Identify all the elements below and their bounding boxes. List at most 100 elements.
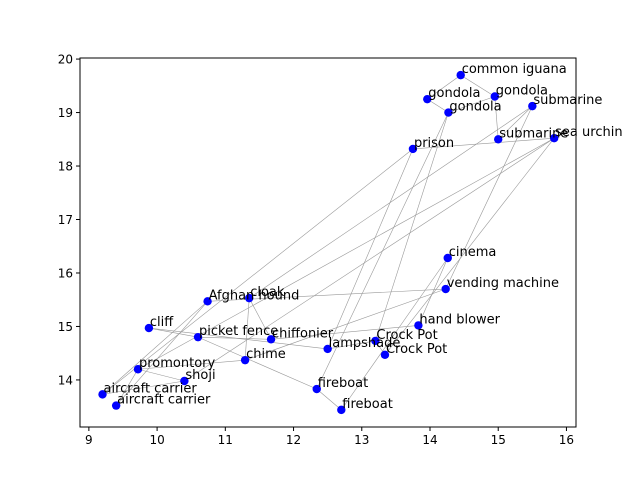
data-point [441, 284, 450, 294]
edge-line [384, 138, 555, 355]
point-label: fireboat [342, 397, 393, 412]
edge-line [245, 288, 446, 361]
point-label: hand blower [419, 312, 500, 327]
edge-line [102, 301, 208, 395]
edge-line [244, 298, 250, 361]
data-point [244, 293, 254, 303]
plot-area-frame [79, 57, 577, 428]
point-label: aircraft carrier [104, 381, 198, 396]
edge-line [102, 380, 185, 395]
edge-line [184, 137, 555, 382]
edge-line [102, 148, 414, 395]
data-point [380, 350, 390, 360]
points-layer [98, 70, 559, 415]
point-label: chiffonier [272, 326, 334, 341]
y-tick-label: 19 [58, 106, 73, 120]
point-label: shoji [185, 368, 215, 383]
point-label: submarine [499, 126, 568, 141]
point-label: gondola [428, 86, 480, 101]
point-label: gondola [496, 84, 548, 99]
y-tick-label: 18 [58, 160, 73, 174]
data-point [371, 336, 380, 346]
y-tick-label: 16 [58, 266, 73, 280]
point-label: cinema [449, 245, 497, 260]
point-label: aircraft carrier [117, 393, 211, 408]
y-axis: 14 15 16 17 18 19 20 [58, 53, 80, 387]
edge-line [498, 105, 533, 140]
data-point [414, 321, 423, 330]
edge-line [494, 96, 499, 140]
point-label: prison [414, 136, 454, 151]
edge-line [271, 325, 419, 340]
data-point [444, 108, 453, 117]
data-point [266, 335, 276, 344]
data-point [408, 144, 418, 154]
data-point [443, 253, 452, 263]
point-label: vending machine [447, 276, 559, 291]
y-tick-label: 20 [58, 53, 73, 67]
edge-line [341, 257, 448, 411]
edge-line [316, 112, 449, 390]
y-tick-label: 14 [58, 373, 73, 387]
data-point [528, 101, 537, 111]
y-tick-label: 17 [58, 213, 73, 227]
data-point [456, 70, 465, 80]
data-point [312, 384, 321, 394]
point-label: common iguana [462, 62, 567, 77]
data-point [490, 92, 500, 101]
data-point [144, 323, 154, 333]
edge-line [197, 336, 317, 390]
data-point [203, 297, 212, 306]
data-point [323, 344, 332, 354]
edge-line [316, 388, 342, 411]
point-label: Afghan hound [209, 288, 300, 303]
point-label: Crock Pot [386, 342, 447, 357]
edge-line [418, 257, 449, 326]
edge-line [327, 148, 414, 350]
x-tick-label: 9 [85, 433, 93, 447]
edge-line [460, 74, 495, 97]
point-label: chime [246, 347, 286, 362]
point-label: picket fence [199, 324, 278, 339]
x-tick-label: 10 [149, 433, 164, 447]
data-point [240, 355, 250, 365]
edge-line [115, 369, 139, 406]
edge-line [137, 137, 555, 370]
data-point [337, 405, 346, 415]
point-label: sea urchin [555, 125, 622, 140]
x-tick-label: 13 [354, 433, 369, 447]
point-label: cliff [150, 315, 174, 330]
data-point [133, 365, 143, 374]
point-label: submarine [533, 93, 602, 108]
x-tick-label: 11 [218, 433, 233, 447]
data-point [549, 134, 559, 143]
data-point [193, 332, 203, 342]
edge-line [375, 112, 449, 341]
edge-line [148, 327, 199, 338]
edge-line [427, 74, 461, 100]
edge-line [448, 96, 495, 113]
edge-line [412, 137, 555, 150]
data-point [423, 94, 432, 104]
edge-line [249, 105, 533, 299]
point-label: fireboat [318, 376, 369, 391]
edge-line [198, 336, 272, 340]
point-label: lampshade [329, 336, 401, 351]
y-tick-label: 15 [58, 320, 73, 334]
point-label: Crock Pot [376, 328, 437, 343]
edge-line [137, 368, 185, 382]
data-point [180, 376, 189, 386]
x-axis: 9 10 11 12 13 14 15 16 [85, 427, 574, 447]
x-tick-label: 12 [286, 433, 301, 447]
x-tick-label: 15 [491, 433, 506, 447]
edge-line [115, 301, 208, 406]
edge-line [327, 340, 376, 350]
data-point [111, 401, 121, 410]
point-label: cloak [250, 285, 285, 300]
point-label: gondola [449, 100, 501, 115]
x-tick-label: 14 [422, 433, 437, 447]
data-point [494, 135, 503, 144]
